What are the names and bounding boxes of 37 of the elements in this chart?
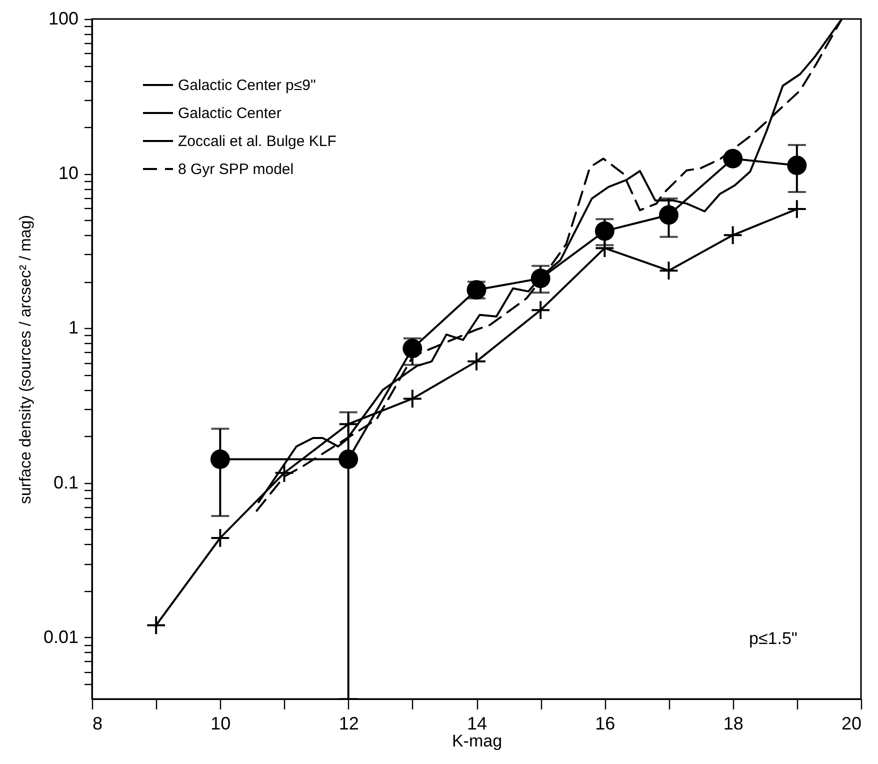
x-tick-label: 12 bbox=[338, 714, 359, 734]
x-tick-label: 20 bbox=[841, 714, 862, 734]
x-tick-label: 14 bbox=[466, 714, 488, 734]
legend-label: Galactic Center bbox=[178, 105, 282, 122]
y-tick-label: 0.01 bbox=[43, 626, 78, 647]
point bbox=[274, 462, 294, 483]
point bbox=[530, 268, 550, 288]
point bbox=[466, 351, 486, 372]
point bbox=[210, 528, 230, 548]
point bbox=[338, 414, 358, 434]
y-tick-label: 10 bbox=[58, 163, 78, 184]
point bbox=[530, 300, 551, 320]
x-tick-label: 18 bbox=[723, 714, 744, 734]
point bbox=[338, 450, 358, 470]
point bbox=[658, 260, 679, 281]
point bbox=[786, 199, 807, 219]
point bbox=[787, 156, 807, 176]
point bbox=[594, 221, 614, 241]
x-axis-title: K-mag bbox=[452, 732, 502, 750]
x-tick-label: 8 bbox=[92, 714, 103, 734]
point bbox=[659, 205, 678, 225]
y-tick-label: 1 bbox=[68, 318, 78, 338]
x-tick-label: 16 bbox=[595, 714, 616, 734]
legend-label: 8 Gyr SPP model bbox=[178, 161, 294, 178]
point bbox=[146, 615, 166, 636]
legend-label: Galactic Center p≤9" bbox=[178, 77, 316, 94]
point bbox=[402, 388, 422, 409]
y-tick-label: 100 bbox=[48, 8, 78, 28]
point bbox=[722, 225, 743, 246]
point bbox=[210, 450, 230, 470]
point bbox=[402, 338, 422, 358]
legend-label: Zoccali et al. Bulge KLF bbox=[178, 133, 336, 150]
x-tick-label: 10 bbox=[210, 714, 231, 734]
y-axis-title: surface density (sources / arcsec² / mag) bbox=[17, 215, 34, 504]
point bbox=[723, 148, 743, 168]
annotation: p≤1.5" bbox=[749, 629, 798, 648]
y-tick-label: 0.1 bbox=[53, 472, 78, 492]
